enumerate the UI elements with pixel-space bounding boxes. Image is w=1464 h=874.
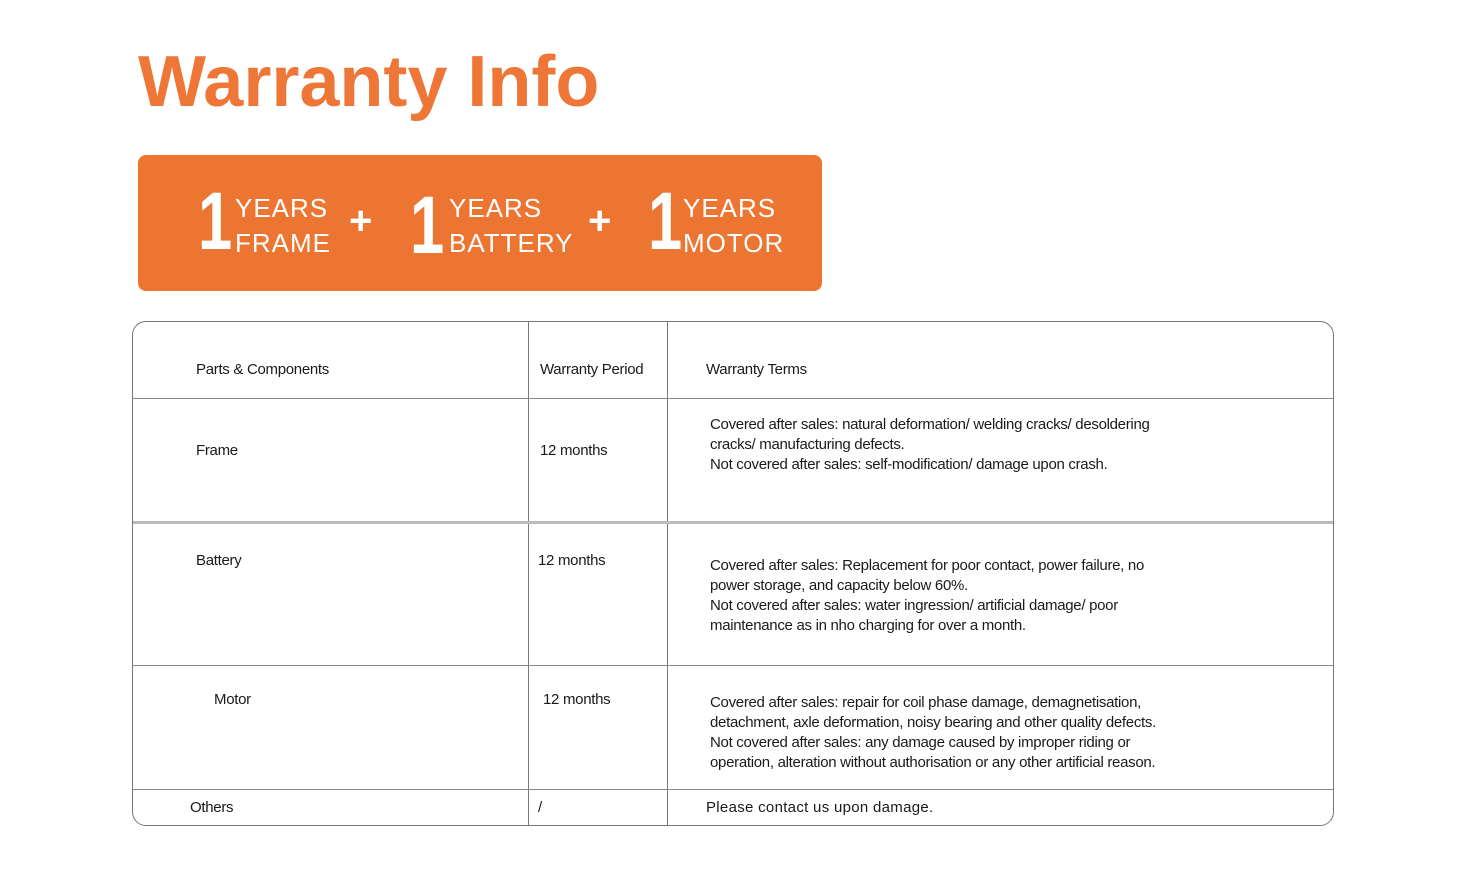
motor-years-number: 1 (648, 176, 683, 267)
frame-years-label: YEARS FRAME (235, 193, 331, 258)
row-others-terms: Please contact us upon damage. (706, 799, 934, 816)
header-period: Warranty Period (540, 361, 644, 378)
battery-years-number: 1 (410, 180, 445, 271)
header-parts: Parts & Components (196, 361, 329, 378)
divider (133, 789, 1333, 790)
battery-years-label: YEARS BATTERY (449, 193, 574, 258)
row-others-part: Others (190, 799, 234, 816)
row-motor-part: Motor (214, 691, 251, 708)
row-others-period: / (538, 799, 542, 816)
row-motor-terms: Covered after sales: repair for coil pha… (710, 694, 1156, 771)
divider (133, 665, 1333, 666)
warranty-banner: 1 YEARS FRAME + 1 YEARS BATTERY + 1 YEARS M… (138, 155, 822, 291)
row-motor-period: 12 months (543, 691, 611, 708)
frame-years-number: 1 (198, 176, 233, 267)
row-frame-terms: Covered after sales: natural deformation… (710, 416, 1150, 473)
warranty-table: Parts & Components Warranty Period Warra… (132, 321, 1334, 826)
row-battery-period: 12 months (538, 552, 606, 569)
divider (528, 322, 529, 825)
plus-sign: + (588, 199, 612, 243)
header-terms: Warranty Terms (706, 361, 807, 378)
plus-sign: + (349, 199, 373, 243)
motor-years-label: YEARS MOTOR (683, 193, 785, 258)
divider (667, 322, 668, 825)
row-battery-terms: Covered after sales: Replacement for poo… (710, 557, 1145, 634)
row-frame-period: 12 months (540, 442, 608, 459)
row-frame-part: Frame (196, 442, 238, 459)
divider (133, 398, 1333, 399)
divider (133, 521, 1333, 524)
row-battery-part: Battery (196, 552, 242, 569)
page-title: Warranty Info (138, 42, 600, 122)
